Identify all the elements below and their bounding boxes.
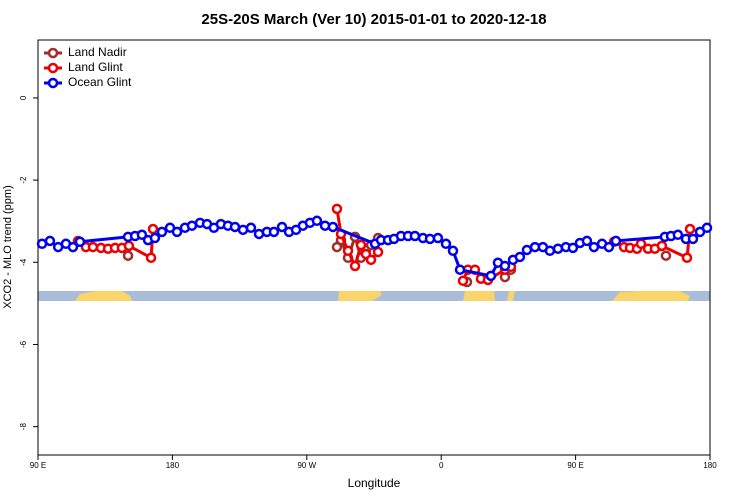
data-point [355, 239, 367, 251]
data-point [372, 246, 384, 258]
data-point [440, 238, 452, 250]
data-point [311, 215, 323, 227]
data-point [660, 250, 672, 261]
x-axis-label: Longitude [348, 476, 401, 490]
data-point [349, 260, 361, 272]
y-tick-label: 0 [19, 95, 28, 100]
legend-marker [47, 47, 59, 59]
data-point [44, 235, 56, 247]
legend-marker [47, 62, 59, 74]
data-point [331, 203, 343, 215]
data-point [245, 222, 257, 234]
y-tick-label: -8 [19, 423, 28, 431]
data-point [365, 254, 377, 266]
data-point [342, 245, 354, 257]
data-point [67, 241, 79, 253]
data-point [656, 240, 668, 252]
data-point [432, 232, 444, 244]
y-tick-label: -4 [19, 258, 28, 266]
data-point [485, 270, 497, 282]
data-point [701, 222, 713, 234]
land-patch [338, 291, 382, 301]
legend-label: Land Nadir [68, 45, 127, 59]
x-tick-label: 180 [166, 461, 180, 470]
data-point [514, 251, 526, 263]
data-point [136, 229, 148, 241]
data-point [454, 264, 466, 275]
data-point [123, 240, 135, 252]
series [36, 215, 713, 282]
data-point [229, 221, 241, 233]
data-point [672, 229, 684, 241]
data-point [147, 223, 159, 235]
data-point [457, 275, 469, 287]
land-patch [75, 291, 132, 301]
data-point [684, 223, 696, 235]
legend-label: Land Glint [68, 60, 123, 74]
data-point [603, 241, 615, 253]
data-point [149, 232, 161, 244]
data-point [521, 244, 533, 256]
land-patch [507, 291, 515, 301]
plot-frame [37, 39, 711, 456]
data-point [186, 220, 198, 231]
data-point [145, 252, 157, 264]
data-point [327, 221, 339, 233]
data-point [544, 245, 556, 257]
data-point [268, 226, 280, 238]
data-point [687, 233, 699, 245]
data-point [447, 245, 459, 257]
legend-label: Ocean Glint [68, 75, 132, 89]
y-axis-label: XCO2 - MLO trend (ppm) [2, 185, 14, 308]
land-patch [612, 291, 690, 301]
data-point [171, 226, 183, 238]
data-point [409, 230, 421, 242]
data-point [74, 236, 86, 247]
data-point [156, 226, 168, 238]
y-tick-label: -2 [19, 176, 28, 184]
legend-marker [47, 77, 59, 89]
x-tick-label: 180 [703, 461, 717, 470]
x-tick-label: 90 E [567, 461, 583, 470]
y-tick-label: -6 [19, 340, 28, 348]
data-point [681, 252, 693, 264]
land-ocean-strip [38, 291, 710, 301]
data-point [319, 220, 331, 231]
data-point [567, 242, 579, 254]
data-point [276, 221, 288, 233]
data-point [499, 260, 511, 272]
data-point [122, 250, 134, 261]
data-point [87, 241, 99, 253]
data-point [588, 241, 600, 253]
data-point [610, 235, 622, 247]
x-tick-label: 90 E [30, 461, 46, 470]
chart-title: 25S-20S March (Ver 10) 2015-01-01 to 202… [201, 11, 546, 28]
land-patch [463, 291, 495, 301]
x-tick-label: 0 [439, 461, 444, 470]
data-point [581, 235, 593, 247]
x-tick-label: 90 W [297, 461, 316, 470]
